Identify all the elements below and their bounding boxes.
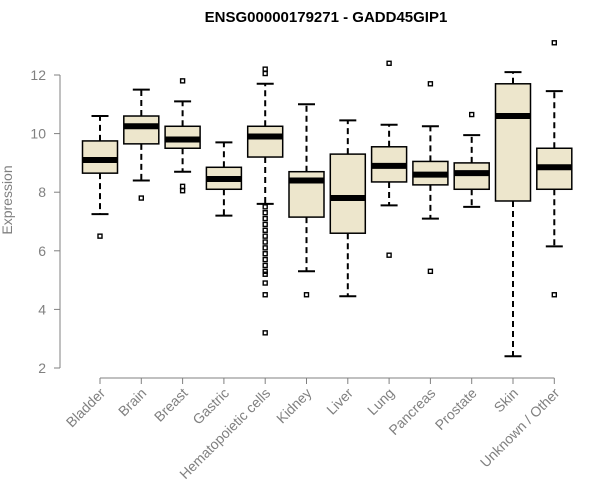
y-tick-label: 8 [38,184,46,200]
box-group [205,141,243,217]
y-tick-label: 6 [38,243,46,259]
outlier-point [551,40,557,46]
x-tick-label: Lung [364,385,397,418]
outlier-point [262,268,268,275]
outlier-point [427,268,434,275]
box-group [288,103,325,298]
x-tick-label: Bladder [63,385,109,431]
box-group [246,66,284,336]
outlier-point [551,292,557,298]
box-group [370,60,408,258]
box-group [453,111,490,208]
y-tick-label: 4 [38,301,46,317]
box-iqr [494,83,532,202]
y-axis: 2 4 6 8 10 12 [30,67,61,376]
outlier-point [179,183,186,190]
y-tick-label: 12 [30,67,46,83]
outlier-point [262,262,268,269]
outlier-point [262,215,268,222]
box-group [81,115,119,239]
outlier-point [262,256,268,263]
box-iqr [123,115,160,145]
y-tick-label: 10 [30,126,46,142]
outlier-point [303,292,310,298]
x-tick-label: Brain [115,385,149,419]
outlier-point [262,239,268,245]
outlier-point [262,292,268,298]
box-group [412,81,449,275]
outlier-point [262,245,268,251]
outlier-point [138,195,145,201]
y-axis-label: Expression [0,165,15,234]
outlier-point [262,210,268,216]
box-iqr [246,125,284,158]
x-tick-label: Liver [323,385,356,418]
outlier-point [427,81,434,87]
box-group [536,40,573,298]
outlier-point [262,70,268,77]
outlier-point [262,66,268,72]
box-series [81,40,573,358]
y-tick-label: 2 [38,360,46,376]
outlier-point [469,111,475,118]
box-iqr [329,153,367,234]
box-group [164,78,201,194]
outlier-point [262,227,268,233]
box-group [494,71,532,358]
outlier-point [179,188,186,194]
outlier-point [262,204,268,210]
chart-title: ENSG00000179271 - GADD45GIP1 [205,9,448,26]
outlier-point [386,252,392,258]
box-group [123,88,160,201]
outlier-point [386,60,392,66]
outlier-point [262,280,268,286]
x-tick-label: Kidney [273,385,315,427]
x-tick-label: Skin [491,385,522,416]
x-tick-label: Prostate [432,385,480,433]
outlier-point [97,233,103,239]
outlier-point [262,221,268,228]
outlier-point [262,330,268,336]
outlier-point [262,271,268,277]
box-group [329,119,367,298]
x-tick-label: Breast [151,385,191,425]
outlier-point [262,251,268,257]
outlier-point [262,233,268,239]
outlier-point [179,78,186,84]
